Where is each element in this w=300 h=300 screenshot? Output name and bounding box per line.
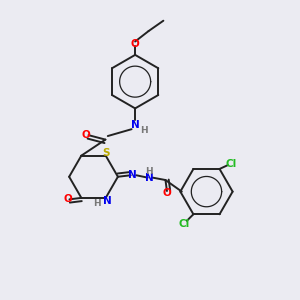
- Text: Cl: Cl: [225, 159, 236, 169]
- Text: H: H: [145, 167, 153, 176]
- Text: N: N: [131, 120, 140, 130]
- Text: N: N: [103, 196, 112, 206]
- Text: N: N: [128, 170, 137, 180]
- Text: O: O: [82, 130, 91, 140]
- Text: O: O: [131, 40, 140, 50]
- Text: O: O: [64, 194, 72, 204]
- Text: S: S: [102, 148, 110, 158]
- Text: O: O: [163, 188, 171, 197]
- Text: H: H: [94, 199, 101, 208]
- Text: H: H: [140, 126, 147, 135]
- Text: N: N: [145, 172, 154, 183]
- Text: Cl: Cl: [178, 219, 190, 229]
